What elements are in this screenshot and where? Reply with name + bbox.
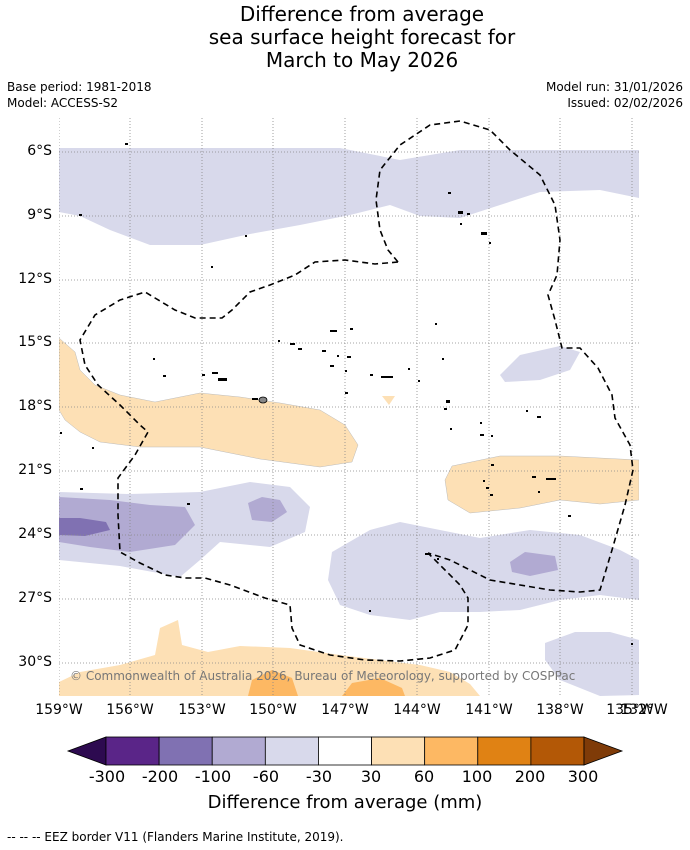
title-line-3: March to May 2026 (265, 48, 459, 72)
colorbar (66, 736, 624, 766)
colorbar-cell-6 (424, 736, 479, 766)
colorbar-tick-7: 100 (461, 767, 493, 786)
anomaly-region-west-mid (59, 497, 195, 552)
lon-label-135w: 135°W (606, 702, 654, 718)
colorbar-tick-8: 200 (514, 767, 546, 786)
anomaly-region-central-positive (59, 337, 359, 468)
lon-label-147w: 147°W (321, 702, 369, 718)
model-run: Model run: 31/01/2026 (545, 80, 683, 94)
colorbar-cell-5 (371, 736, 426, 766)
colorbar-cell-3 (264, 736, 319, 766)
lat-label-27s: 27°S (18, 590, 52, 606)
lat-label-21s: 21°S (18, 462, 52, 478)
eez-borders (79, 120, 634, 662)
lon-label-144w: 144°W (393, 702, 441, 718)
lat-label-6s: 6°S (27, 143, 52, 159)
colorbar-arrow-high (583, 736, 624, 766)
lat-label-18s: 18°S (18, 398, 52, 414)
lon-label-159w: 159°W (35, 702, 83, 718)
lon-label-132w: 132°W (620, 702, 668, 718)
anomaly-region-south-negative (328, 522, 639, 620)
colorbar-tick-9: 300 (567, 767, 599, 786)
anomaly-region-east-positive (444, 455, 639, 514)
model-name: Model: ACCESS-S2 (7, 96, 119, 110)
eez-border-legend: -- -- -- EEZ border V11 (Flanders Marine… (7, 830, 344, 844)
lon-label-156w: 156°W (106, 702, 154, 718)
lon-label-138w: 138°W (536, 702, 584, 718)
issued-date: Issued: 02/02/2026 (567, 96, 683, 110)
colorbar-tick-5: 30 (360, 767, 382, 786)
anomaly-region-north (59, 148, 639, 245)
lat-label-15s: 15°S (18, 334, 52, 350)
lat-label-12s: 12°S (18, 271, 52, 287)
colorbar-tick-4: -30 (305, 767, 333, 786)
anomaly-region-south-positive (59, 620, 480, 696)
colorbar-tick-1: -200 (141, 767, 179, 786)
base-period: Base period: 1981-2018 (7, 80, 152, 94)
colorbar-tick-0: -300 (88, 767, 126, 786)
copyright-notice: © Commonwealth of Australia 2026, Bureau… (70, 669, 576, 683)
lon-label-150w: 150°W (249, 702, 297, 718)
meta-right: Model run: 31/01/2026 Issued: 02/02/2026 (546, 79, 683, 111)
colorbar-tick-6: 60 (413, 767, 435, 786)
sea-height-map (59, 118, 639, 696)
gridlines (59, 118, 639, 696)
anomaly-region-west-mid-small (248, 497, 287, 522)
colorbar-cell-0 (105, 736, 160, 766)
lon-label-153w: 153°W (178, 702, 226, 718)
colorbar-tick-2: -100 (194, 767, 232, 786)
lat-label-30s: 30°S (18, 654, 52, 670)
anomaly-region-south-mid (510, 552, 558, 576)
colorbar-cell-7 (477, 736, 532, 766)
colorbar-cell-2 (211, 736, 266, 766)
colorbar-arrow-low (66, 736, 107, 766)
anomaly-region-small-positive (382, 396, 395, 405)
colorbar-cell-1 (158, 736, 213, 766)
lat-label-9s: 9°S (27, 207, 52, 223)
anomaly-region-southeast-negative (545, 632, 639, 696)
colorbar-cell-8 (530, 736, 585, 766)
title-line-1: Difference from average (239, 2, 485, 26)
anomaly-region-west-strong (59, 518, 110, 536)
colorbar-tick-3: -60 (252, 767, 280, 786)
colorbar-title: Difference from average (mm) (207, 792, 483, 813)
islands (60, 143, 633, 645)
lat-label-24s: 24°S (18, 526, 52, 542)
map-title: Difference from average sea surface heig… (0, 3, 690, 72)
meta-left: Base period: 1981-2018 Model: ACCESS-S2 (7, 79, 152, 111)
colorbar-cell-4 (318, 736, 372, 766)
lon-label-141w: 141°W (465, 702, 513, 718)
title-line-2: sea surface height forecast for (208, 25, 516, 49)
anomaly-region-south-strong-2 (342, 678, 405, 696)
